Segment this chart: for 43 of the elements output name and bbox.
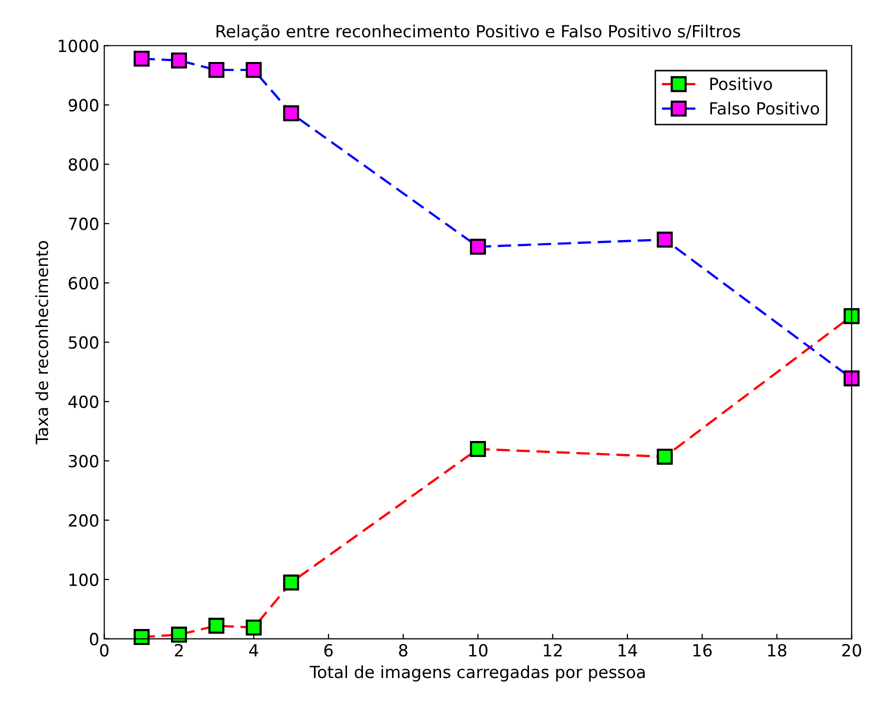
point xyxy=(171,52,188,68)
point xyxy=(208,618,224,634)
chart-title: Relação entre reconhecimento Positivo e Falso Positivo s/Filtros xyxy=(216,24,740,41)
legend-label: Positivo xyxy=(710,77,772,90)
x-tick-label: 0 xyxy=(100,644,108,657)
x-tick-label: 8 xyxy=(399,644,408,657)
point xyxy=(844,370,860,386)
point xyxy=(470,238,486,255)
x-tick-label: 12 xyxy=(544,644,562,656)
point xyxy=(283,105,300,122)
y-tick-label: 500 xyxy=(68,336,98,349)
point xyxy=(844,308,860,324)
y-tick-label: 400 xyxy=(68,396,98,408)
y-tick-label: 300 xyxy=(68,454,98,468)
x-tick-label: 20 xyxy=(842,644,862,657)
point xyxy=(208,62,224,78)
y-tick-label: 200 xyxy=(68,514,98,527)
point xyxy=(656,232,673,248)
x-tick-label: 2 xyxy=(174,644,183,656)
y-tick-label: 0 xyxy=(90,632,98,646)
x-tick-label: 14 xyxy=(618,644,638,656)
y-tick-label: 700 xyxy=(68,218,98,230)
point xyxy=(470,441,486,457)
x-axis-title: Total de imagens carregadas por pessoa xyxy=(310,665,645,682)
point xyxy=(246,62,262,78)
point xyxy=(171,626,188,643)
y-axis-title: Taxa de reconhecimento xyxy=(35,241,48,444)
y-tick-label: 900 xyxy=(68,98,98,112)
point xyxy=(134,629,150,646)
legend-label: Falso Positivo xyxy=(710,102,820,115)
point xyxy=(246,620,262,636)
y-tick-label: 600 xyxy=(68,276,98,290)
y-tick-label: 100 xyxy=(69,573,98,586)
x-tick-label: 4 xyxy=(249,644,258,656)
y-tick-label: 1000 xyxy=(58,40,98,52)
x-tick-label: 18 xyxy=(768,644,786,657)
point xyxy=(134,50,150,67)
x-tick-label: 10 xyxy=(469,644,488,657)
y-tick-label: 800 xyxy=(68,158,98,171)
point xyxy=(656,448,673,465)
point xyxy=(283,574,300,590)
x-tick-label: 16 xyxy=(693,644,712,657)
x-tick-label: 6 xyxy=(324,644,333,657)
